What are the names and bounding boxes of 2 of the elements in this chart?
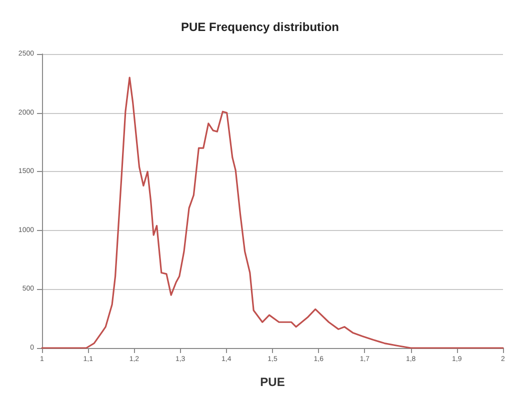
chart-title: PUE Frequency distribution — [180, 20, 340, 34]
x-axis-title: PUE — [260, 375, 285, 389]
